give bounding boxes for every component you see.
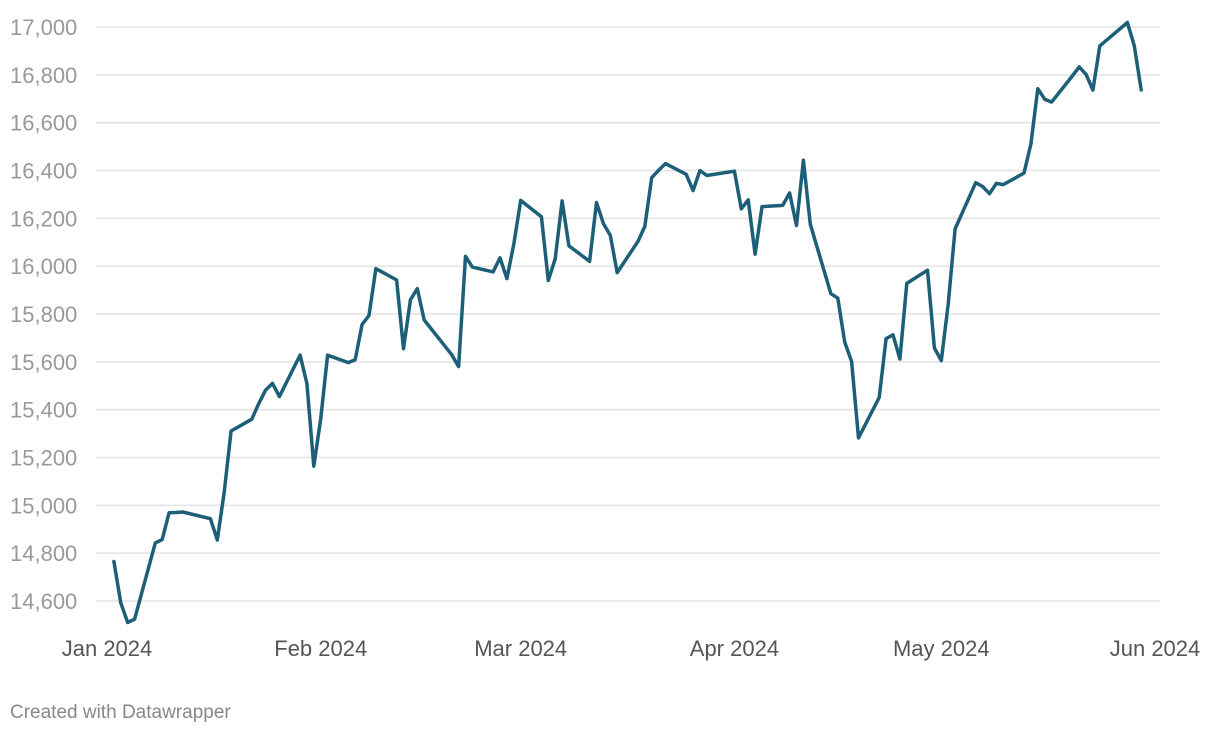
gridlines — [96, 26, 1160, 602]
x-tick-label: Mar 2024 — [474, 636, 567, 661]
y-tick-label: 16,000 — [10, 254, 77, 279]
datawrapper-credit: Created with Datawrapper — [10, 702, 231, 723]
series-layer — [112, 20, 1143, 625]
series-line — [112, 20, 1143, 625]
y-tick-label: 15,600 — [10, 350, 77, 375]
x-axis-tick-labels: Jan 2024 Feb 2024 Mar 2024 Apr 2024 May 2024… — [62, 636, 1201, 661]
x-tick-label: Apr 2024 — [690, 636, 779, 661]
y-tick-label: 14,600 — [10, 589, 77, 614]
y-tick-label: 15,200 — [10, 446, 77, 471]
y-tick-label: 14,800 — [10, 541, 77, 566]
x-tick-label: Jan 2024 — [62, 636, 153, 661]
y-tick-label: 15,000 — [10, 493, 77, 518]
y-tick-label: 16,400 — [10, 159, 77, 184]
y-tick-label: 15,800 — [10, 302, 77, 327]
y-axis-tick-labels: 14,600 14,800 15,000 15,200 15,400 15,600 15,8… — [10, 15, 77, 614]
y-tick-label: 16,800 — [10, 63, 77, 88]
y-tick-label: 16,200 — [10, 206, 77, 231]
x-tick-label: Feb 2024 — [274, 636, 367, 661]
y-tick-label: 17,000 — [10, 15, 77, 40]
x-tick-label: Jun 2024 — [1110, 636, 1201, 661]
y-tick-label: 15,400 — [10, 398, 77, 423]
y-tick-label: 16,600 — [10, 111, 77, 136]
x-tick-label: May 2024 — [893, 636, 990, 661]
